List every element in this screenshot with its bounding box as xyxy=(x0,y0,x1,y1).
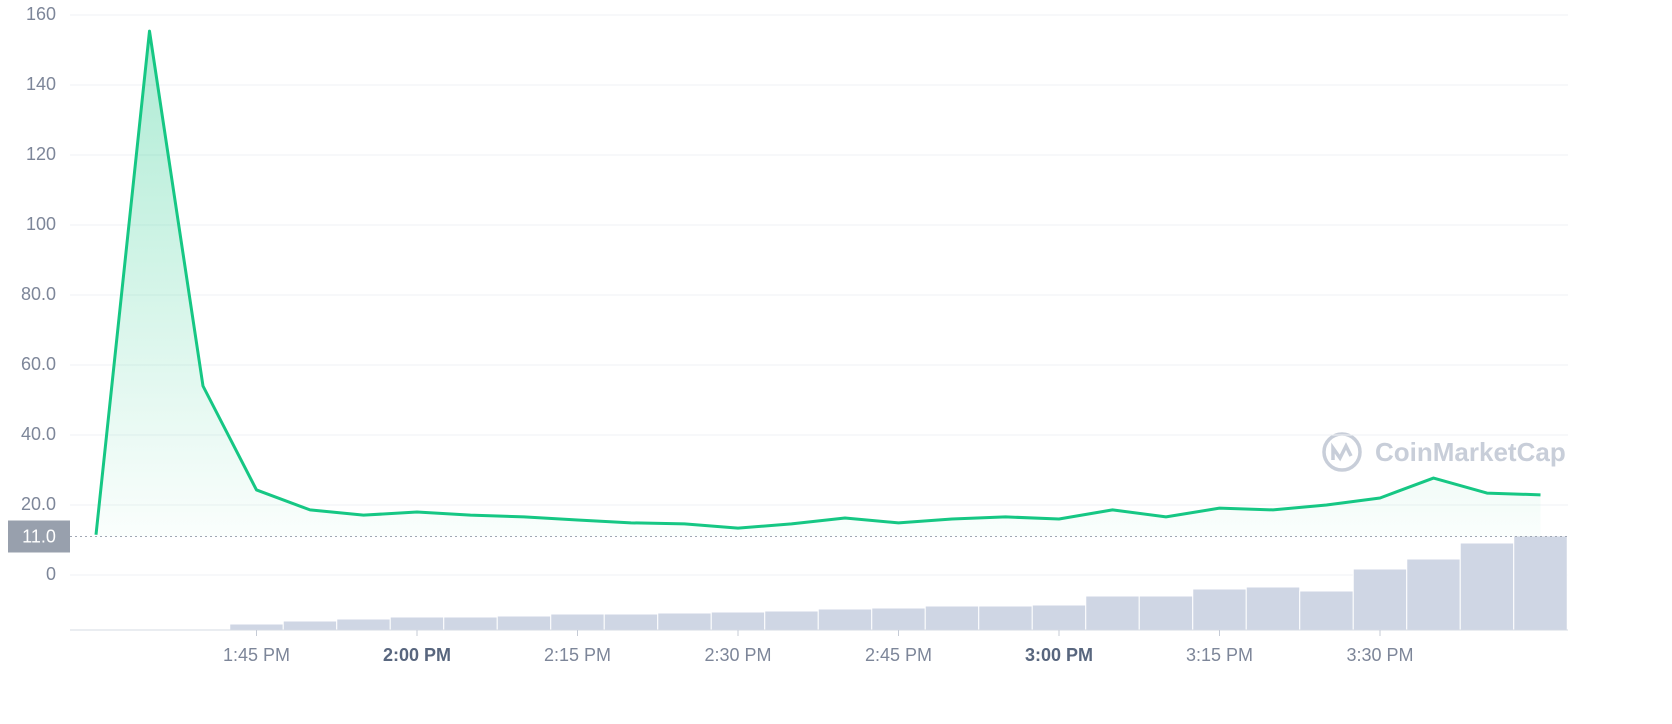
volume-bar xyxy=(1085,595,1140,631)
volume-bar xyxy=(710,611,766,631)
x-tick-label: 1:45 PM xyxy=(223,645,290,665)
volume-bar xyxy=(1513,535,1568,631)
volume-bar xyxy=(1299,590,1354,631)
y-tick-label: 160 xyxy=(26,4,56,24)
y-tick-label: 100 xyxy=(26,214,56,234)
x-tick-label: 3:30 PM xyxy=(1346,645,1413,665)
volume-bar xyxy=(443,616,498,631)
y-tick-label: 80.0 xyxy=(21,284,56,304)
volume-bar xyxy=(336,618,391,631)
y-tick-label: 60.0 xyxy=(21,354,56,374)
watermark: CoinMarketCap xyxy=(1375,437,1566,467)
volume-bar xyxy=(1192,588,1247,631)
volume-bar xyxy=(1406,558,1461,631)
volume-bar xyxy=(496,615,552,631)
watermark-logo xyxy=(1322,432,1362,472)
x-tick-label: 2:30 PM xyxy=(704,645,771,665)
volume-bar xyxy=(1245,586,1301,631)
baseline-label-bg xyxy=(8,520,70,553)
volume-bar xyxy=(389,616,445,631)
line xyxy=(94,29,1541,535)
volume-bar xyxy=(550,613,605,631)
x-tick-label: 2:15 PM xyxy=(544,645,611,665)
volume-bar xyxy=(1459,542,1515,631)
x-tick-label: 3:00 PM xyxy=(1025,645,1093,665)
volume-bar xyxy=(1138,595,1194,631)
baseline-label: 11.0 xyxy=(22,526,56,546)
x-tick-label: 3:15 PM xyxy=(1186,645,1253,665)
volume-bar xyxy=(871,607,926,631)
volume-bar xyxy=(924,605,980,631)
volume-bar xyxy=(978,605,1033,631)
volume-bar xyxy=(817,608,873,631)
volume-bar xyxy=(764,610,819,631)
x-tick-label: 2:00 PM xyxy=(383,645,451,665)
volume-bar xyxy=(603,613,659,631)
volume-bar xyxy=(1031,604,1087,631)
area xyxy=(96,31,1541,537)
volume-bar xyxy=(657,612,712,631)
volume-bar xyxy=(229,623,284,631)
y-tick-label: 40.0 xyxy=(21,424,56,444)
volume-bar xyxy=(282,620,338,631)
y-tick-label: 20.0 xyxy=(21,494,56,514)
y-tick-label: 0 xyxy=(46,564,56,584)
y-tick-label: 120 xyxy=(26,144,56,164)
volume-bar xyxy=(1352,568,1408,631)
x-tick-label: 2:45 PM xyxy=(865,645,932,665)
y-tick-label: 140 xyxy=(26,74,56,94)
